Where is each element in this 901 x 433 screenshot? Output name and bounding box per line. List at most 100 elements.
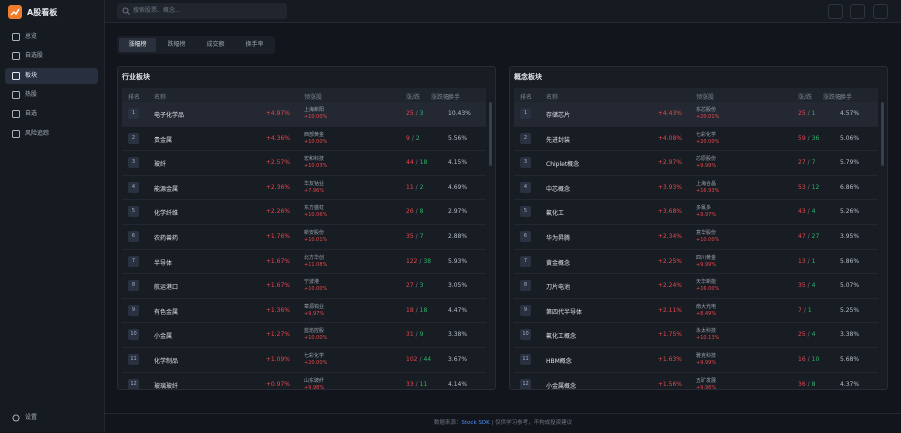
turnover: 3.38%	[840, 331, 860, 339]
search-placeholder: 搜索股票、概念...	[133, 7, 181, 14]
table-row[interactable]: 6 华为昇腾 +2.34% 意华股份 +10.00% 47/27 3.95%	[514, 225, 878, 250]
column-header: 涨/跌	[406, 94, 421, 101]
table-row[interactable]: 10 氟化工概念 +1.75% 永太科技 +10.13% 25/4 3.38%	[514, 323, 878, 348]
up-count: 9	[406, 134, 410, 142]
sector-name: 先进封装	[546, 136, 571, 144]
change: +4.36%	[265, 134, 290, 142]
up-count: 47	[798, 233, 806, 240]
table-row[interactable]: 4 能源金属 +2.36% 华友钴业 +7.96% 11/2 4.69%	[122, 176, 486, 201]
nav-item[interactable]: 总览	[5, 29, 98, 45]
up-count: 27	[798, 159, 806, 167]
leader-change: +16.00%	[696, 286, 720, 293]
up-count: 25	[406, 110, 414, 117]
leader-change: +20.00%	[304, 360, 328, 366]
up-count: 44	[406, 159, 414, 167]
table-row[interactable]: 3 玻纤 +2.57% 宏和科技 +10.03% 44/18 4.15%	[122, 151, 486, 176]
rank: 8	[128, 280, 139, 292]
table-row[interactable]: 5 氟化工 +3.68% 多氟多 +9.97% 43/4 5.26%	[514, 200, 878, 225]
leader-change: +10.03%	[304, 163, 328, 170]
github-button[interactable]	[873, 4, 888, 19]
table-row[interactable]: 9 有色金属 +1.36% 章源钨业 +9.97% 18/18 4.47%	[122, 299, 486, 324]
down-count: 9	[419, 331, 424, 339]
separator: /	[807, 380, 810, 388]
table-row[interactable]: 11 HBM概念 +1.63% 雅克科技 +9.99% 16/10 5.68%	[514, 348, 878, 373]
tab[interactable]: 换手率	[245, 41, 264, 48]
panel: 概念板块 排名 名称 涨跌幅 领涨股 涨/跌 换手 1 存储芯片 +4.43% 东芯股份 +20.01…	[509, 66, 888, 390]
leader-change: +9.97%	[696, 212, 717, 219]
up-down: 31/9	[406, 331, 424, 338]
down-count: 2	[419, 183, 424, 191]
table-row[interactable]: 8 航运港口 +1.67% 宁波港 +10.00% 27/3 3.05%	[122, 274, 486, 299]
change: +2.34%	[657, 233, 682, 240]
sector-name: 小金属	[154, 333, 173, 341]
table-row[interactable]: 10 小金属 +1.27% 蓝焰控股 +10.00% 31/9 3.38%	[122, 323, 486, 348]
table-row[interactable]: 7 半导体 +1.67% 北方华创 +11.08% 122/38 5.93%	[122, 250, 486, 275]
column-header: 名称	[546, 94, 559, 101]
nav-item[interactable]: 板块	[5, 67, 98, 84]
table-row[interactable]: 5 化学纤维 +2.26% 东方盛虹 +10.06% 26/8 2.97%	[122, 200, 486, 225]
table-row[interactable]: 1 存储芯片 +4.43% 东芯股份 +20.01% 25/1 4.57%	[514, 102, 878, 127]
nav-label: 总览	[25, 33, 38, 40]
sector-name: 电子化学品	[154, 112, 185, 119]
table-row[interactable]: 12 小金属概念 +1.56% 五矿发展 +9.96% 36/8 4.37%	[514, 373, 878, 389]
tab-bar: 涨幅榜 跌幅榜 成交额 换手率	[117, 36, 275, 54]
up-down: 44/18	[406, 159, 427, 166]
nav-item[interactable]: 风险追踪	[5, 126, 98, 142]
up-down: 25/3	[406, 110, 424, 117]
table-row[interactable]: 4 中芯概念 +3.93% 上海合晶 +16.93% 53/12 6.86%	[514, 176, 878, 201]
up-down: 35/4	[798, 282, 816, 289]
footer-source[interactable]: Stock SDK	[461, 420, 490, 426]
nav-item[interactable]: 热股	[5, 87, 98, 103]
table-row[interactable]: 2 先进封装 +4.08% 七彩化学 +20.00% 59/36 5.06%	[514, 127, 878, 152]
nav-icon	[12, 90, 20, 99]
tab[interactable]: 成交额	[206, 41, 225, 48]
nav-icon	[12, 33, 20, 41]
table-header: 排名 名称 涨跌幅 领涨股 涨/跌 换手	[122, 88, 486, 102]
settings[interactable]: 设置	[5, 410, 98, 426]
down-count: 8	[811, 380, 816, 388]
tab[interactable]: 跌幅榜	[167, 41, 186, 48]
leader-change: +9.98%	[304, 384, 325, 389]
separator: /	[807, 356, 810, 363]
separator: /	[807, 257, 810, 265]
table-row[interactable]: 7 黄金概念 +2.25% 四川黄金 +9.99% 13/1 5.86%	[514, 250, 878, 275]
search-box[interactable]: 搜索股票、概念...	[117, 3, 287, 19]
table-row[interactable]: 6 农药兽药 +1.76% 新安股份 +10.01% 35/7 2.88%	[122, 225, 486, 250]
up-down: 35/7	[406, 233, 424, 240]
separator: /	[807, 159, 810, 167]
turnover: 3.67%	[448, 356, 468, 363]
scrollbar[interactable]	[881, 102, 884, 166]
table-row[interactable]: 11 化学制品 +1.09% 七彩化学 +20.00% 102/44 3.67%	[122, 348, 486, 373]
rank: 6	[128, 231, 139, 242]
turnover: 5.56%	[448, 134, 468, 142]
up-down: 16/10	[798, 356, 819, 363]
rank: 2	[128, 132, 139, 144]
sector-name: 存储芯片	[546, 112, 571, 119]
data-button[interactable]	[850, 4, 865, 19]
down-count: 8	[419, 208, 424, 216]
scrollbar[interactable]	[489, 102, 492, 166]
nav-item[interactable]: 自选股	[5, 48, 98, 64]
table-row[interactable]: 2 贵金属 +4.36% 西部黄金 +10.00% 9/2 5.56%	[122, 127, 486, 152]
rank: 11	[128, 354, 139, 365]
rank: 5	[520, 206, 531, 218]
table-row[interactable]: 3 Chiplet概念 +2.97% 芯原股份 +9.99% 27/7 5.79%	[514, 151, 878, 176]
table-row[interactable]: 12 玻璃玻纤 +0.97% 山东玻纤 +9.98% 33/11 4.14%	[122, 373, 486, 389]
theme-button[interactable]	[828, 4, 843, 19]
separator: /	[415, 380, 418, 388]
turnover: 5.26%	[840, 208, 860, 216]
turnover: 5.06%	[840, 134, 860, 142]
table-row[interactable]: 9 第四代半导体 +2.11% 南大光电 +8.49% 7/1 5.25%	[514, 299, 878, 324]
up-down: 25/4	[798, 331, 816, 338]
up-down: 47/27	[798, 233, 819, 240]
change: +1.36%	[265, 306, 290, 314]
table-row[interactable]: 1 电子化学品 +4.97% 上海新阳 +10.00% 25/3 10.43%	[122, 102, 486, 127]
down-count: 4	[811, 208, 816, 216]
sector-name: 黄金概念	[546, 259, 571, 267]
tab[interactable]: 涨幅榜	[119, 38, 156, 52]
leader: 章源钨业	[304, 303, 325, 310]
up-count: 35	[798, 282, 806, 290]
table-row[interactable]: 8 刀片电池 +2.24% 天华新能 +16.00% 35/4 5.07%	[514, 274, 878, 299]
nav-item[interactable]: 自选	[5, 106, 98, 122]
sidebar: A股看板 总览 自选股 板块 热股 自选 风险追踪 设置	[0, 0, 105, 432]
